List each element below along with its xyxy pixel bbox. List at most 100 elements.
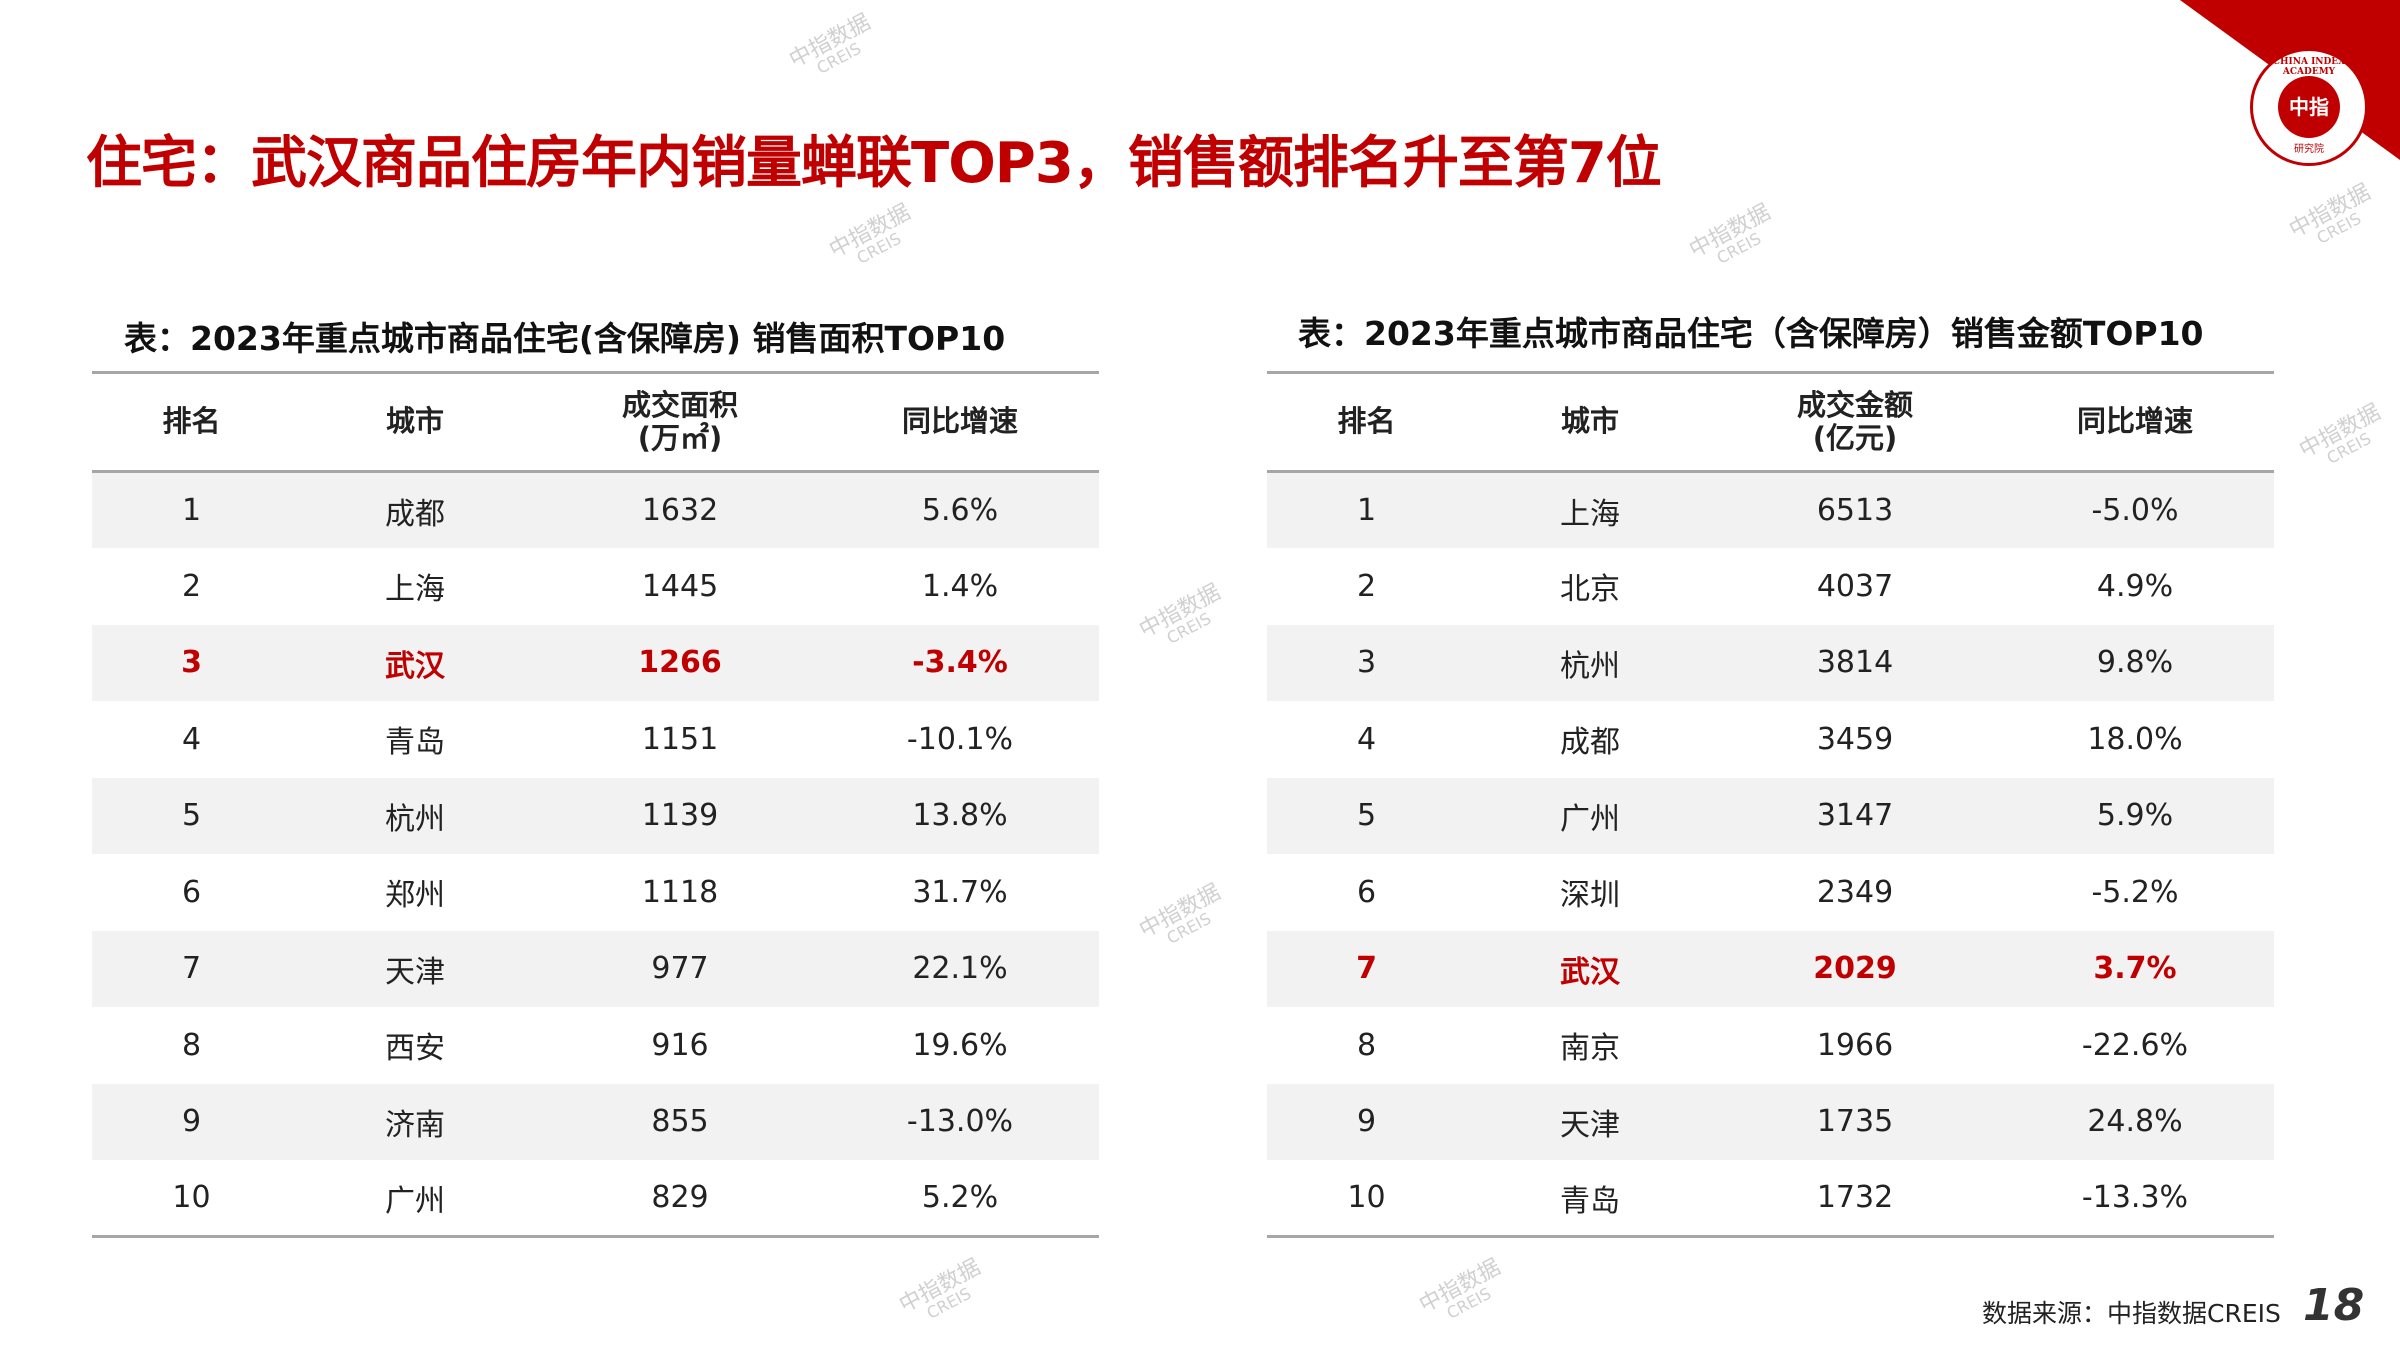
table-cell: 1.4% bbox=[921, 568, 999, 604]
watermark: 中指数据 CREIS bbox=[895, 1254, 985, 1323]
table-row: 4 成都 3459 18.0% bbox=[1267, 701, 2274, 778]
watermark: 中指数据 CREIS bbox=[2295, 399, 2385, 468]
sales-area-table: 排名 城市 成交面积 (万㎡) 同比增速 1 成都 1632 5.6% 2 上海 1445 1.4% 3 武… bbox=[92, 371, 1099, 1238]
table-cell: 1 bbox=[92, 471, 291, 548]
watermark: 中指数据 CREIS bbox=[785, 9, 875, 78]
table-cell: 广州 bbox=[1466, 777, 1714, 854]
page-title: 住宅：武汉商品住房年内销量蝉联TOP3，销售额排名升至第7位 bbox=[86, 131, 1662, 196]
table-cell: 31.7% bbox=[912, 874, 1008, 910]
table-cell: 24.8% bbox=[1996, 1083, 2274, 1160]
table-cell: 成都 bbox=[291, 471, 539, 548]
table-row: 6 郑州 1118 31.7% bbox=[92, 854, 1099, 931]
right-table-caption: 表：2023年重点城市商品住宅（含保障房）销售金额TOP10 bbox=[1298, 314, 2204, 353]
table-cell: 上海 bbox=[385, 572, 445, 608]
table-cell: 5.9% bbox=[1996, 777, 2274, 854]
table-cell: 1966 bbox=[1816, 1027, 1894, 1063]
table-cell: 855 bbox=[539, 1083, 821, 1160]
table-row: 8 南京 1966 -22.6% bbox=[1267, 1007, 2274, 1084]
table-cell: 829 bbox=[539, 1160, 821, 1238]
table-cell: 3 bbox=[1267, 624, 1466, 701]
table-cell: -5.2% bbox=[2091, 874, 2179, 910]
page-number: 18 bbox=[2303, 1280, 2365, 1331]
watermark: 中指数据 CREIS bbox=[825, 199, 915, 268]
column-header: 排名 bbox=[1267, 371, 1466, 473]
table-row: 5 杭州 1139 13.8% bbox=[92, 777, 1099, 854]
logo-ring-text: CHINA INDEX ACADEMY bbox=[2272, 57, 2346, 77]
table-cell: 深圳 bbox=[1560, 878, 1620, 914]
column-header: 成交面积 (万㎡) bbox=[539, 371, 821, 473]
table-cell: 4 bbox=[1356, 721, 1377, 757]
watermark: 中指数据 CREIS bbox=[1685, 199, 1775, 268]
table-cell: 武汉 bbox=[291, 624, 539, 701]
table-row: 10 广州 829 5.2% bbox=[92, 1160, 1099, 1238]
table-row: 2 上海 1445 1.4% bbox=[92, 548, 1099, 625]
table-cell: 青岛 bbox=[385, 725, 445, 761]
china-index-academy-logo: CHINA INDEX ACADEMY 中指 研究院 bbox=[2250, 48, 2368, 166]
table-cell: 成都 bbox=[1560, 725, 1620, 761]
table-row: 3 杭州 3814 9.8% bbox=[1267, 624, 2274, 701]
table-cell: -13.0% bbox=[821, 1083, 1099, 1160]
table-cell: 1732 bbox=[1714, 1160, 1996, 1238]
watermark: 中指数据 CREIS bbox=[2285, 179, 2375, 248]
table-cell: 1118 bbox=[641, 874, 719, 910]
table-cell: 10 bbox=[92, 1160, 291, 1238]
table-cell: 2029 bbox=[1714, 930, 1996, 1007]
header-row: 排名 城市 成交金额 (亿元) 同比增速 bbox=[1267, 371, 2274, 473]
table-cell: 6513 bbox=[1714, 471, 1996, 548]
table-cell: 6 bbox=[1356, 874, 1377, 910]
table-cell: 18.0% bbox=[2087, 721, 2183, 757]
table-row: 5 广州 3147 5.9% bbox=[1267, 777, 2274, 854]
column-header: 同比增速 bbox=[1996, 371, 2274, 473]
table-cell: 武汉 bbox=[1466, 930, 1714, 1007]
table-cell: 7 bbox=[1267, 930, 1466, 1007]
table-cell: -5.0% bbox=[1996, 471, 2274, 548]
table-cell: 2 bbox=[181, 568, 202, 604]
watermark: 中指数据 CREIS bbox=[1135, 579, 1225, 648]
table-cell: -22.6% bbox=[2081, 1027, 2189, 1063]
table-cell: 8 bbox=[181, 1027, 202, 1063]
table-cell: 1 bbox=[1267, 471, 1466, 548]
watermark: 中指数据 CREIS bbox=[1135, 879, 1225, 948]
table-cell: 13.8% bbox=[821, 777, 1099, 854]
column-header: 排名 bbox=[92, 371, 291, 473]
table-cell: 3459 bbox=[1816, 721, 1894, 757]
table-cell: 济南 bbox=[291, 1083, 539, 1160]
table-row: 1 上海 6513 -5.0% bbox=[1267, 471, 2274, 548]
sales-amount-table: 排名 城市 成交金额 (亿元) 同比增速 1 上海 6513 -5.0% 2 北京 4037 4.9% 3… bbox=[1267, 371, 2274, 1238]
table-cell: 天津 bbox=[1466, 1083, 1714, 1160]
table-cell: 977 bbox=[539, 930, 821, 1007]
table-cell: 杭州 bbox=[1466, 624, 1714, 701]
table-cell: 2349 bbox=[1816, 874, 1894, 910]
table-cell: 广州 bbox=[291, 1160, 539, 1238]
column-header: 城市 bbox=[291, 371, 539, 473]
table-cell: 3814 bbox=[1714, 624, 1996, 701]
table-row: 2 北京 4037 4.9% bbox=[1267, 548, 2274, 625]
table-cell: 1632 bbox=[539, 471, 821, 548]
table-row: 4 青岛 1151 -10.1% bbox=[92, 701, 1099, 778]
table-cell: 南京 bbox=[1560, 1031, 1620, 1067]
column-header: 同比增速 bbox=[821, 371, 1099, 473]
table-cell: 9 bbox=[92, 1083, 291, 1160]
table-cell: 北京 bbox=[1560, 572, 1620, 608]
logo-center-text: 中指 bbox=[2278, 76, 2340, 138]
table-row: 9 济南 855 -13.0% bbox=[92, 1083, 1099, 1160]
table-cell: 4.9% bbox=[2096, 568, 2174, 604]
column-header: 城市 bbox=[1466, 371, 1714, 473]
table-cell: 6 bbox=[181, 874, 202, 910]
header-row: 排名 城市 成交面积 (万㎡) 同比增速 bbox=[92, 371, 1099, 473]
table-cell: 上海 bbox=[1466, 471, 1714, 548]
table-cell: 1151 bbox=[641, 721, 719, 757]
watermark: 中指数据 CREIS bbox=[1415, 1254, 1505, 1323]
left-table-caption: 表：2023年重点城市商品住宅(含保障房) 销售面积TOP10 bbox=[124, 319, 1006, 358]
table-row: 8 西安 916 19.6% bbox=[92, 1007, 1099, 1084]
table-row: 7 武汉 2029 3.7% bbox=[1267, 930, 2274, 1007]
table-cell: 5 bbox=[92, 777, 291, 854]
table-row: 3 武汉 1266 -3.4% bbox=[92, 624, 1099, 701]
table-cell: 22.1% bbox=[821, 930, 1099, 1007]
logo-sub-text: 研究院 bbox=[2294, 144, 2324, 155]
table-row: 6 深圳 2349 -5.2% bbox=[1267, 854, 2274, 931]
table-cell: 1139 bbox=[539, 777, 821, 854]
table-cell: 5.2% bbox=[821, 1160, 1099, 1238]
table-cell: 1445 bbox=[641, 568, 719, 604]
table-cell: 2 bbox=[1356, 568, 1377, 604]
